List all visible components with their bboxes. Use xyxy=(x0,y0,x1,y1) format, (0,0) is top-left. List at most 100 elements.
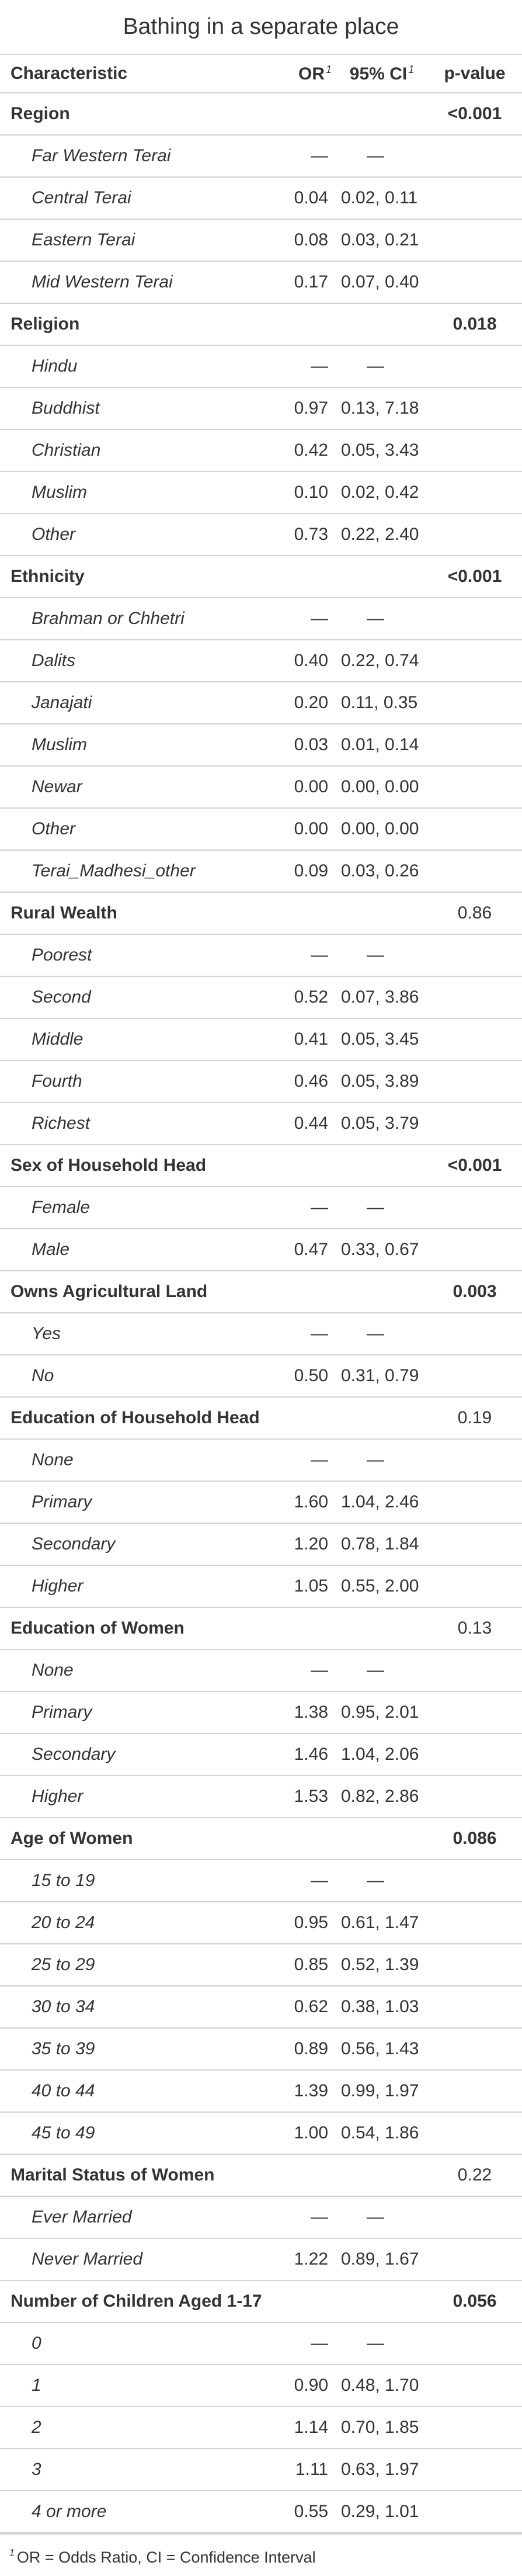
level-pvalue-cell xyxy=(427,1187,522,1229)
level-ci: 0.02, 0.11 xyxy=(336,177,427,220)
level-ci: — xyxy=(336,2322,427,2365)
level-ci: 0.03, 0.21 xyxy=(336,219,427,262)
level-label: Other xyxy=(0,808,272,851)
level-pvalue-cell xyxy=(427,1439,522,1482)
level-label: Secondary xyxy=(0,1733,272,1776)
level-pvalue-cell xyxy=(427,1902,522,1944)
level-row: Buddhist 0.97 0.13, 7.18 xyxy=(0,387,522,430)
level-or: — xyxy=(272,1649,336,1692)
level-label: Far Western Terai xyxy=(0,135,272,178)
level-label: Newar xyxy=(0,766,272,809)
level-or: 1.05 xyxy=(272,1565,336,1608)
group-row: Number of Children Aged 1-17 0.056 xyxy=(0,2280,522,2323)
level-ci: 0.00, 0.00 xyxy=(336,766,427,809)
level-or: — xyxy=(272,135,336,178)
level-row: Muslim 0.10 0.02, 0.42 xyxy=(0,471,522,514)
level-label: Female xyxy=(0,1187,272,1229)
level-ci: 0.01, 0.14 xyxy=(336,724,427,767)
level-label: 0 xyxy=(0,2322,272,2365)
level-row: 1 0.90 0.48, 1.70 xyxy=(0,2364,522,2407)
level-pvalue-cell xyxy=(427,1102,522,1145)
header-pvalue: p-value xyxy=(427,55,522,93)
group-ci-cell xyxy=(336,1607,427,1650)
level-ci: 0.13, 7.18 xyxy=(336,387,427,430)
level-or: 0.97 xyxy=(272,387,336,430)
group-label: Number of Children Aged 1-17 xyxy=(0,2280,272,2323)
level-or: 0.55 xyxy=(272,2491,336,2533)
group-row: Owns Agricultural Land 0.003 xyxy=(0,1271,522,1313)
level-label: Yes xyxy=(0,1313,272,1355)
level-pvalue-cell xyxy=(427,2238,522,2281)
level-ci: 0.00, 0.00 xyxy=(336,808,427,851)
level-ci: 0.89, 1.67 xyxy=(336,2238,427,2281)
level-pvalue-cell xyxy=(427,471,522,514)
level-or: 0.95 xyxy=(272,1902,336,1944)
level-label: Middle xyxy=(0,1018,272,1061)
header-characteristic-label: Characteristic xyxy=(11,64,128,83)
level-row: No 0.50 0.31, 0.79 xyxy=(0,1355,522,1398)
level-pvalue-cell xyxy=(427,135,522,178)
level-or: 1.53 xyxy=(272,1776,336,1818)
level-label: Central Terai xyxy=(0,177,272,220)
level-ci: 0.31, 0.79 xyxy=(336,1355,427,1398)
group-pvalue: 0.13 xyxy=(427,1607,522,1650)
table-title: Bathing in a separate place xyxy=(0,0,522,55)
group-row: Education of Women 0.13 xyxy=(0,1607,522,1650)
level-or: — xyxy=(272,2322,336,2365)
group-ci-cell xyxy=(336,1397,427,1440)
level-ci: 0.22, 0.74 xyxy=(336,640,427,682)
level-or: 0.00 xyxy=(272,766,336,809)
level-row: Secondary 1.20 0.78, 1.84 xyxy=(0,1523,522,1566)
level-pvalue-cell xyxy=(427,598,522,640)
level-or: 0.62 xyxy=(272,1986,336,2029)
group-or-cell xyxy=(272,2154,336,2197)
level-or: 0.52 xyxy=(272,976,336,1019)
level-or: 1.39 xyxy=(272,2070,336,2113)
level-row: Janajati 0.20 0.11, 0.35 xyxy=(0,682,522,724)
level-label: 35 to 39 xyxy=(0,2028,272,2071)
group-row: Religion 0.018 xyxy=(0,303,522,346)
level-row: 4 or more 0.55 0.29, 1.01 xyxy=(0,2491,522,2533)
level-row: 20 to 24 0.95 0.61, 1.47 xyxy=(0,1902,522,1944)
level-row: Second 0.52 0.07, 3.86 xyxy=(0,976,522,1019)
level-label: Brahman or Chhetri xyxy=(0,598,272,640)
level-pvalue-cell xyxy=(427,1229,522,1271)
level-label: Ever Married xyxy=(0,2196,272,2239)
level-pvalue-cell xyxy=(427,345,522,388)
level-row: Eastern Terai 0.08 0.03, 0.21 xyxy=(0,219,522,262)
level-or: — xyxy=(272,2196,336,2239)
level-ci: — xyxy=(336,2196,427,2239)
group-or-cell xyxy=(272,93,336,136)
level-or: 0.40 xyxy=(272,640,336,682)
level-or: 0.46 xyxy=(272,1060,336,1103)
level-label: Muslim xyxy=(0,724,272,767)
level-ci: 0.52, 1.39 xyxy=(336,1944,427,1986)
level-or: 0.09 xyxy=(272,850,336,893)
level-row: Poorest — — xyxy=(0,934,522,977)
level-label: Fourth xyxy=(0,1060,272,1103)
level-or: — xyxy=(272,598,336,640)
level-row: Christian 0.42 0.05, 3.43 xyxy=(0,429,522,472)
level-row: 35 to 39 0.89 0.56, 1.43 xyxy=(0,2028,522,2071)
level-ci: 0.95, 2.01 xyxy=(336,1691,427,1734)
level-label: 25 to 29 xyxy=(0,1944,272,1986)
group-ci-cell xyxy=(336,93,427,136)
level-label: Terai_Madhesi_other xyxy=(0,850,272,893)
group-row: Ethnicity <0.001 xyxy=(0,556,522,598)
level-label: Poorest xyxy=(0,934,272,977)
level-row: 40 to 44 1.39 0.99, 1.97 xyxy=(0,2070,522,2113)
level-ci: 0.05, 3.89 xyxy=(336,1060,427,1103)
level-label: Higher xyxy=(0,1565,272,1608)
level-or: 1.00 xyxy=(272,2112,336,2155)
level-pvalue-cell xyxy=(427,934,522,977)
group-or-cell xyxy=(272,2280,336,2323)
level-ci: 0.61, 1.47 xyxy=(336,1902,427,1944)
level-row: Central Terai 0.04 0.02, 0.11 xyxy=(0,177,522,220)
level-row: None — — xyxy=(0,1649,522,1692)
group-pvalue: 0.86 xyxy=(427,892,522,935)
level-label: Buddhist xyxy=(0,387,272,430)
level-pvalue-cell xyxy=(427,261,522,304)
level-label: 15 to 19 xyxy=(0,1860,272,1902)
level-or: 0.47 xyxy=(272,1229,336,1271)
